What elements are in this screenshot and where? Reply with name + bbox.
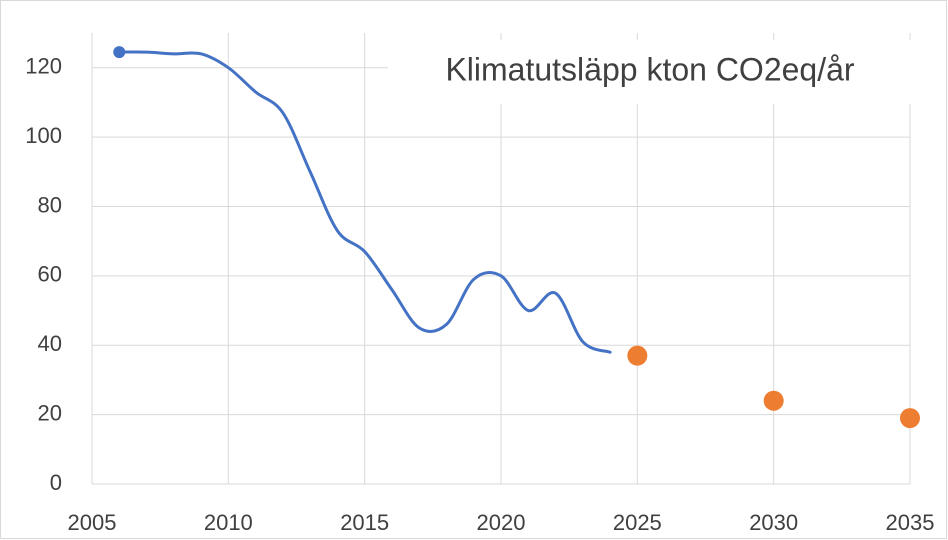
- marks: [113, 46, 920, 429]
- point: [627, 345, 648, 366]
- chart-title: Klimatutsläpp kton CO2eq/år: [445, 51, 854, 87]
- x-tick-label: 2035: [886, 510, 935, 535]
- y-tick-label: 120: [25, 54, 62, 79]
- point: [763, 390, 784, 411]
- x-tick-label: 2005: [68, 510, 117, 535]
- title-box: [388, 40, 912, 104]
- y-tick-label: 20: [38, 400, 62, 425]
- x-tick-label: 2025: [613, 510, 662, 535]
- x-tick-label: 2010: [204, 510, 253, 535]
- x-tick-label: 2030: [749, 510, 798, 535]
- y-tick-label: 80: [38, 192, 62, 217]
- x-tick-label: 2020: [477, 510, 526, 535]
- y-tick-label: 60: [38, 262, 62, 287]
- y-tick-label: 0: [50, 470, 62, 495]
- start-marker: [113, 46, 126, 59]
- y-tick-label: 40: [38, 331, 62, 356]
- y-tick-label: 100: [25, 123, 62, 148]
- point: [900, 408, 920, 429]
- x-tick-label: 2015: [340, 510, 389, 535]
- line: [117, 50, 612, 354]
